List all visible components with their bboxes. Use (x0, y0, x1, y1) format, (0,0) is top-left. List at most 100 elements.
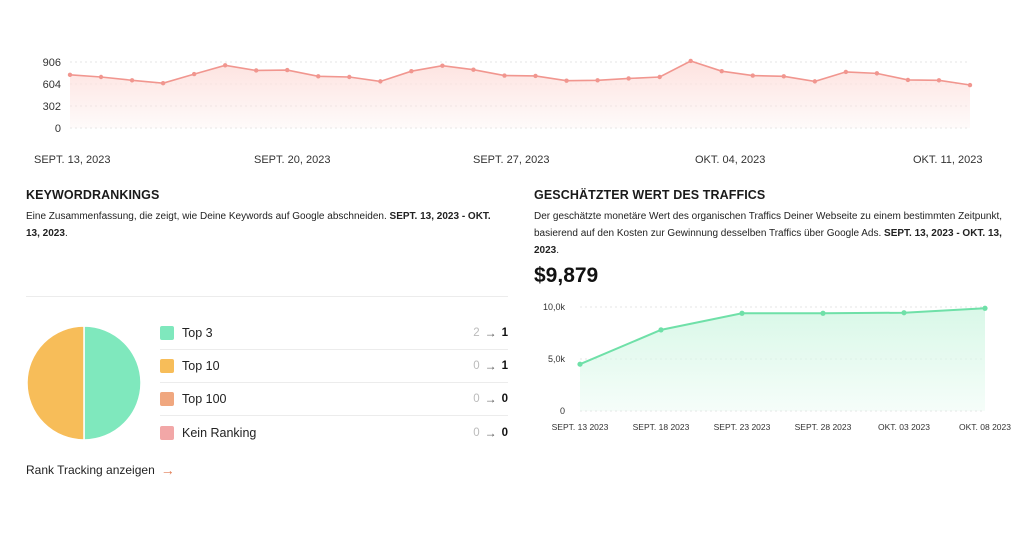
date-range: SEPT. 13, 2023 - OKT. 13, 2023 (534, 228, 1002, 256)
data-point (502, 73, 507, 78)
area-fill (70, 60, 970, 128)
data-point (67, 72, 73, 78)
keyword-rankings-heading: KEYWORDRANKINGS (26, 188, 160, 202)
data-point (577, 361, 583, 367)
y-tick-label: 10,0k (543, 302, 566, 312)
data-point (739, 310, 745, 316)
data-point (982, 305, 988, 311)
x-tick-label: SEPT. 13 2023 (552, 422, 609, 432)
data-point (901, 310, 907, 316)
data-point (750, 73, 755, 78)
date-range: SEPT. 13, 2023 - OKT. 13, 2023 (26, 211, 491, 239)
traffic-area-chart: 906 604 302 0 (43, 57, 973, 135)
data-point (688, 58, 693, 64)
to-value: 0 (501, 426, 508, 439)
data-point (843, 69, 849, 75)
data-point (658, 327, 664, 333)
data-point (316, 74, 321, 79)
from-value: 2 (473, 327, 480, 339)
traffic-value-heading: GESCHÄTZTER WERT DES TRAFFICS (534, 188, 766, 202)
from-value: 0 (473, 426, 480, 439)
description-text: Eine Zusammenfassung, die zeigt, wie Dei… (26, 211, 390, 222)
to-value: 0 (501, 393, 508, 405)
data-point (936, 78, 942, 83)
series-line (69, 60, 971, 86)
pie-slice (26, 325, 85, 441)
data-point (160, 80, 166, 86)
y-tick-label: 604 (43, 79, 61, 91)
data-point (874, 71, 880, 76)
data-point (564, 78, 569, 83)
y-tick-label: 906 (43, 57, 61, 69)
data-point (378, 79, 383, 84)
keyword-pie-chart (26, 325, 142, 441)
data-point (347, 74, 352, 80)
data-point (285, 67, 290, 73)
x-tick-label: SEPT. 28 2023 (795, 422, 852, 432)
from-value: 0 (473, 393, 480, 405)
data-point (191, 71, 197, 77)
x-tick-label: OKT. 03 2023 (878, 422, 930, 432)
data-point (254, 68, 259, 73)
arrow-right-icon: → (484, 392, 497, 406)
legend-row-top100: Top 100 0 → 0 (160, 383, 508, 416)
description-end: . (556, 245, 560, 256)
data-point (222, 63, 228, 68)
series-line (579, 307, 986, 366)
top100-swatch (160, 392, 174, 406)
x-tick-label: SEPT. 18 2023 (633, 422, 690, 432)
y-tick-label: 0 (560, 406, 565, 416)
arrow-right-icon: → (484, 359, 497, 373)
keyword-rankings-description: Eine Zusammenfassung, die zeigt, wie Dei… (26, 208, 506, 242)
legend-values: 0 → 0 (473, 392, 508, 406)
data-point (820, 310, 826, 316)
data-point (657, 74, 662, 80)
rank-tracking-link[interactable]: Rank Tracking anzeigen → (26, 462, 175, 478)
legend-values: 0 → 1 (473, 359, 508, 373)
arrow-right-icon: → (160, 462, 175, 478)
section-divider (26, 296, 508, 297)
arrow-right-icon: → (484, 425, 497, 440)
data-point (409, 68, 414, 74)
data-point (967, 82, 973, 88)
legend-label: Top 10 (182, 359, 220, 373)
from-value: 0 (473, 360, 480, 372)
area-fill (580, 308, 985, 411)
x-tick-label: SEPT. 20, 2023 (254, 154, 331, 166)
data-point (440, 63, 445, 68)
data-point (471, 67, 476, 72)
description-text: Der geschätzte monetäre Wert des organis… (534, 211, 1002, 239)
x-tick-label: OKT. 08 2023 (959, 422, 1011, 432)
data-point (812, 79, 818, 84)
rank-tracking-link-label: Rank Tracking anzeigen (26, 463, 155, 477)
data-point (719, 68, 724, 74)
legend-label: Kein Ranking (182, 425, 257, 440)
y-tick-label: 302 (43, 101, 61, 113)
x-tick-label: OKT. 04, 2023 (695, 154, 766, 166)
data-point (98, 74, 104, 80)
y-tick-label: 0 (55, 123, 61, 135)
x-tick-label: SEPT. 23 2023 (714, 422, 771, 432)
traffic-value-area-chart: 10,0k 5,0k 0 SEPT. 13 2023 SEPT. 18 2023 SEPT… (543, 302, 1011, 432)
pie-slice (83, 325, 142, 441)
to-value: 1 (501, 360, 508, 372)
legend-label: Top 100 (182, 392, 227, 406)
x-tick-label: SEPT. 27, 2023 (473, 154, 550, 166)
legend-values: 2 → 1 (473, 326, 508, 340)
legend-values: 0 → 0 (473, 426, 508, 440)
x-tick-label: SEPT. 13, 2023 (34, 154, 111, 166)
legend-row-top3: Top 3 2 → 1 (160, 317, 508, 350)
kein-ranking-swatch (160, 425, 174, 440)
arrow-right-icon: → (484, 326, 497, 340)
top3-swatch (160, 326, 174, 340)
legend-row-top10: Top 10 0 → 1 (160, 350, 508, 383)
legend-row-kein-ranking: Kein Ranking 0 → 0 (160, 416, 508, 449)
legend-label: Top 3 (182, 326, 213, 340)
x-tick-label: OKT. 11, 2023 (913, 154, 983, 166)
data-point (905, 77, 911, 83)
data-point (533, 73, 538, 79)
data-point (595, 78, 600, 83)
top10-swatch (160, 359, 174, 373)
to-value: 1 (501, 327, 508, 339)
traffic-value-description: Der geschätzte monetäre Wert des organis… (534, 208, 1020, 259)
